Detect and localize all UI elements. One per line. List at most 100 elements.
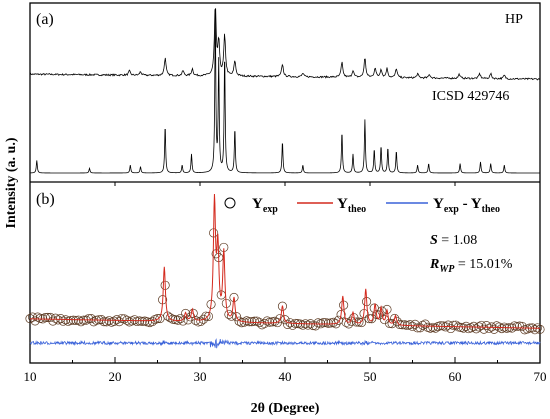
x-axis-ticks: 10 20 30 40 50 60 70 (24, 182, 547, 384)
observed-marker (446, 323, 456, 334)
observed-marker (387, 319, 397, 329)
observed-marker (196, 316, 206, 326)
legend-theo-label: Ytheo (337, 196, 366, 215)
observed-marker (86, 314, 96, 324)
legend: Yexp Ytheo Yexp - Ytheo (224, 196, 500, 215)
observed-marker (249, 316, 259, 326)
observed-marker (285, 318, 295, 328)
observed-marker (397, 320, 407, 330)
observed-marker (277, 301, 287, 311)
observed-marker (384, 318, 395, 328)
observed-marker (186, 312, 196, 322)
observed-marker (265, 317, 275, 327)
observed-marker (308, 320, 318, 331)
observed-marker (229, 292, 239, 302)
observed-marker (489, 324, 499, 334)
observed-marker (175, 313, 185, 324)
x-tick-label: 50 (364, 369, 377, 384)
observed-marker (203, 311, 214, 321)
observed-marker (461, 321, 471, 331)
observed-marker (471, 324, 481, 334)
observed-marker (303, 320, 313, 330)
hp-pattern-line (29, 8, 541, 81)
observed-marker (344, 319, 354, 329)
observed-marker (458, 323, 469, 333)
calculated-profile-line (29, 194, 541, 329)
observed-marker (497, 324, 507, 334)
observed-marker (535, 324, 545, 334)
observed-marker (413, 323, 423, 333)
observed-marker (201, 311, 211, 321)
observed-marker (183, 315, 193, 325)
observed-marker (466, 323, 476, 333)
observed-marker (178, 316, 188, 326)
observed-marker (226, 311, 236, 321)
y-axis-label: Intensity (a. u.) (4, 137, 19, 228)
panel-a-label: (a) (36, 11, 54, 28)
observed-marker (318, 318, 328, 328)
observed-marker (145, 317, 155, 328)
observed-markers (25, 228, 545, 335)
x-tick-label: 20 (109, 369, 122, 384)
observed-marker (469, 321, 479, 331)
observed-marker (152, 313, 163, 324)
observed-marker (282, 319, 293, 329)
observed-marker (40, 313, 50, 323)
observed-marker (130, 315, 140, 325)
observed-marker (382, 304, 392, 314)
observed-marker (392, 317, 402, 327)
observed-marker (84, 314, 94, 324)
observed-marker (517, 321, 527, 331)
goodness-of-fit-stat: S = 1.08 (430, 233, 477, 248)
observed-marker (298, 320, 308, 330)
observed-marker (288, 320, 298, 330)
hp-series-label: HP (505, 12, 523, 27)
observed-marker (124, 317, 134, 327)
observed-marker (415, 323, 425, 333)
observed-marker (76, 317, 86, 327)
observed-marker (323, 318, 333, 328)
x-tick-label: 40 (279, 369, 292, 384)
x-tick-label: 70 (534, 369, 547, 384)
observed-marker (147, 316, 157, 327)
observed-marker (311, 321, 321, 331)
observed-marker (119, 314, 129, 324)
difference-curve-line (29, 338, 541, 349)
observed-marker (492, 321, 502, 331)
observed-marker (198, 314, 208, 324)
observed-marker (33, 312, 43, 322)
observed-marker (71, 315, 81, 325)
legend-diff-label: Yexp - Ytheo (433, 196, 500, 215)
icsd-reference-line (29, 12, 540, 174)
observed-marker (232, 312, 242, 322)
observed-marker (364, 314, 374, 324)
legend-exp-marker (224, 197, 236, 209)
observed-marker (260, 318, 270, 329)
observed-marker (395, 319, 405, 330)
observed-marker (530, 325, 540, 335)
observed-marker (435, 321, 446, 331)
observed-marker (66, 315, 76, 325)
observed-marker (181, 308, 191, 319)
x-axis-label: 2θ (Degree) (251, 401, 320, 416)
x-tick-label: 10 (24, 369, 37, 384)
observed-marker (262, 316, 272, 326)
observed-marker (137, 316, 147, 326)
x-tick-label: 30 (194, 369, 207, 384)
observed-marker (341, 317, 351, 328)
observed-marker (112, 315, 122, 325)
observed-marker (101, 317, 112, 327)
rwp-stat: RWP = 15.01% (429, 257, 513, 275)
observed-marker (410, 319, 420, 329)
observed-marker (114, 317, 124, 327)
observed-marker (58, 316, 68, 326)
panel-b-label: (b) (36, 191, 55, 208)
observed-marker (43, 312, 53, 322)
observed-marker (188, 308, 198, 318)
observed-marker (56, 313, 66, 324)
x-tick-label: 60 (449, 369, 462, 384)
observed-marker (481, 321, 491, 331)
observed-marker (63, 316, 73, 326)
observed-marker (390, 313, 400, 323)
